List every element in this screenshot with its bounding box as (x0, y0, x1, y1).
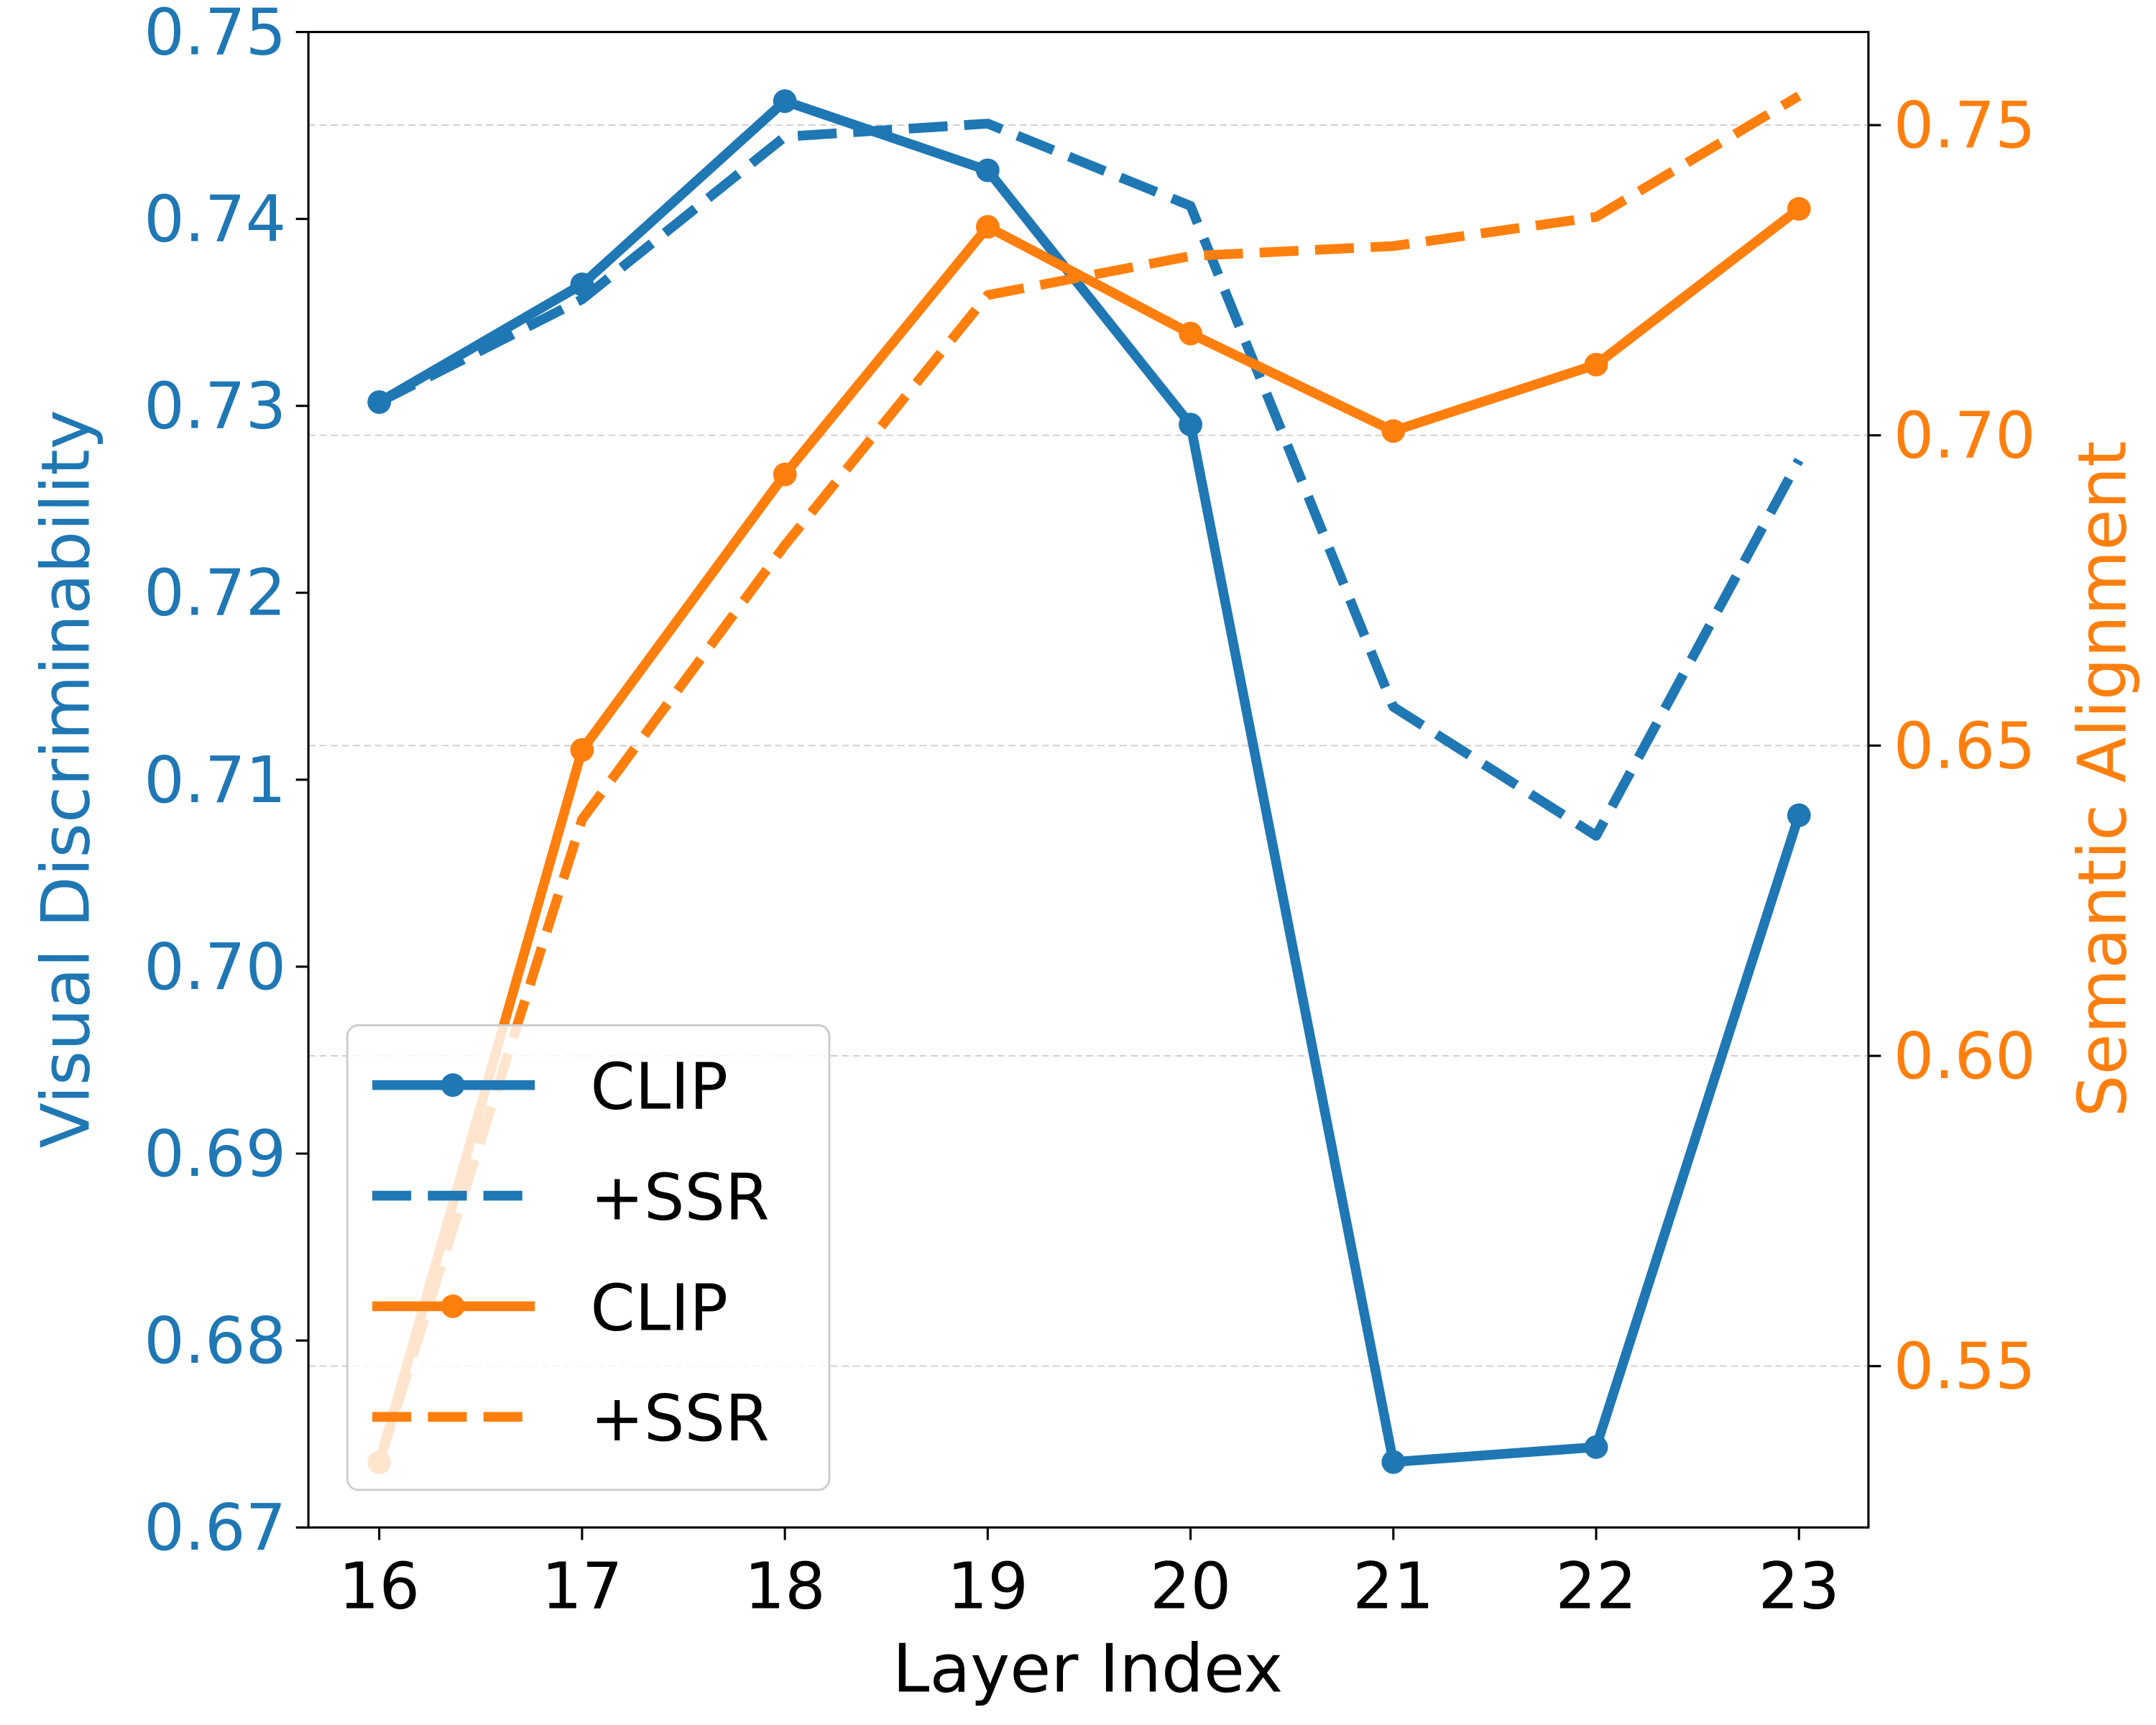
right-y-axis: 0.55 0.60 0.65 0.70 0.75 (1868, 88, 2036, 1404)
series-line-left-ssr (377, 119, 1804, 841)
x-axis-label: Layer Index (893, 1629, 1284, 1707)
data-point (1787, 197, 1811, 221)
x-tick-label: 20 (1150, 1548, 1231, 1623)
right-y-tick-label: 0.60 (1894, 1018, 2036, 1093)
legend: CLIP +SSR CLIP +SSR (346, 1024, 831, 1491)
data-point (570, 737, 594, 762)
legend-box (346, 1024, 831, 1491)
data-point (1179, 321, 1203, 346)
left-y-axis: 0.67 0.68 0.69 0.70 0.71 0.72 0.73 0.74 0.75 (144, 0, 309, 1565)
series-line-right-clip (374, 205, 1802, 1464)
x-tick-label: 16 (338, 1548, 420, 1623)
data-point (975, 215, 1000, 239)
data-point (1787, 803, 1811, 827)
x-tick-label: 18 (745, 1548, 826, 1623)
right-y-tick-label: 0.70 (1894, 398, 2036, 473)
series-line-left-clip (377, 96, 1804, 1467)
legend-label: +SSR (591, 1381, 770, 1455)
x-tick-label: 19 (947, 1548, 1028, 1623)
x-tick-label: 22 (1555, 1548, 1636, 1623)
x-axis: 16 17 18 19 20 21 22 23 (338, 1527, 1840, 1623)
left-y-tick-label: 0.71 (144, 742, 286, 817)
x-tick-label: 23 (1759, 1548, 1840, 1623)
data-point (773, 89, 797, 114)
left-y-tick-label: 0.72 (144, 556, 286, 630)
left-y-tick-label: 0.70 (144, 929, 286, 1004)
legend-label: +SSR (591, 1159, 770, 1234)
left-y-tick-label: 0.75 (144, 0, 286, 69)
legend-marker (441, 1073, 465, 1098)
left-y-tick-label: 0.74 (144, 182, 286, 257)
right-y-tick-label: 0.55 (1894, 1329, 2036, 1404)
data-point (1584, 352, 1608, 377)
x-tick-label: 17 (541, 1548, 622, 1623)
left-y-axis-label: Visual Discriminability (27, 410, 105, 1148)
data-point (1179, 413, 1203, 437)
left-y-tick-label: 0.68 (144, 1303, 286, 1378)
data-point (975, 158, 1000, 183)
right-y-tick-label: 0.75 (1894, 88, 2036, 162)
x-tick-label: 21 (1353, 1548, 1434, 1623)
series-layer (367, 89, 1811, 1474)
right-y-tick-label: 0.65 (1894, 708, 2036, 783)
legend-label: CLIP (591, 1270, 728, 1345)
data-point (773, 462, 797, 487)
left-y-tick-label: 0.73 (144, 369, 286, 443)
data-point (1381, 1450, 1406, 1474)
legend-marker (441, 1294, 465, 1318)
data-point (1584, 1435, 1608, 1459)
left-y-tick-label: 0.69 (144, 1116, 286, 1191)
series-line-right-ssr (374, 91, 1802, 1464)
legend-label: CLIP (591, 1049, 728, 1124)
data-point (1381, 419, 1406, 443)
left-y-tick-label: 0.67 (144, 1490, 286, 1565)
right-y-axis-label: Semantic Alignment (2064, 441, 2142, 1117)
